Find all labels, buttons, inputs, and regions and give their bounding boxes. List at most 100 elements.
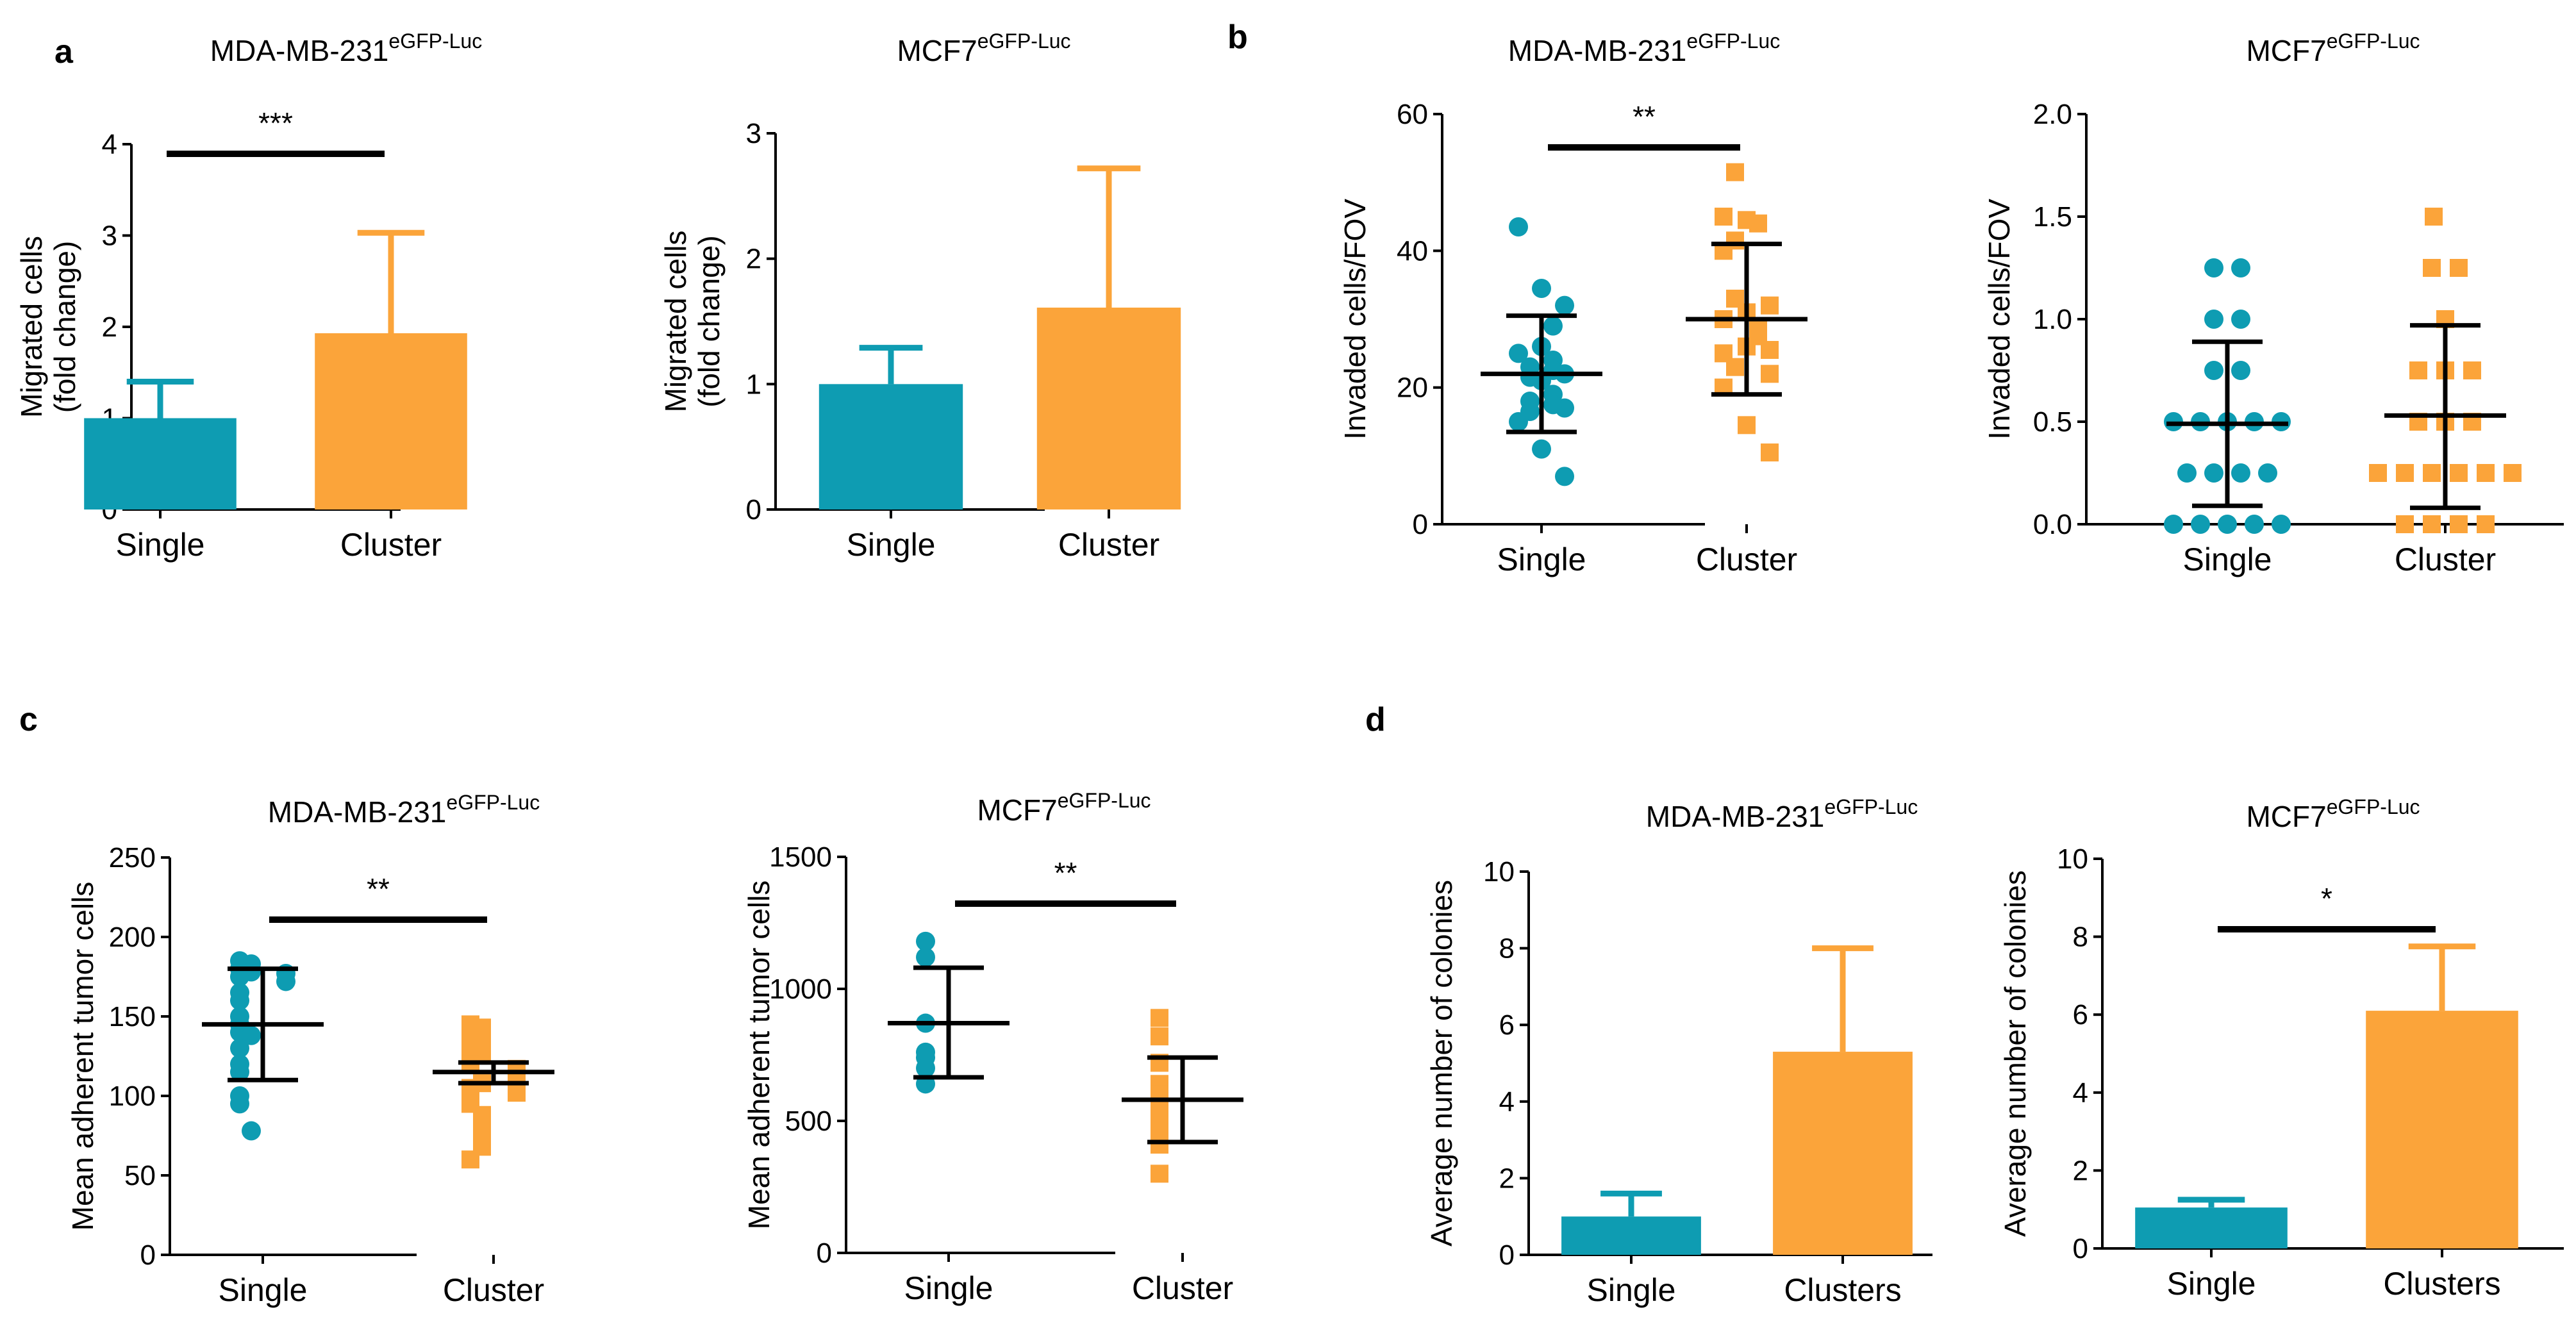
bar-single xyxy=(819,384,963,509)
panel-label-a: a xyxy=(54,33,74,70)
x-category-label: Single xyxy=(847,527,936,563)
chart-title: MDA-MB-231eGFP-Luc xyxy=(210,29,482,67)
data-point-cluster xyxy=(2423,464,2441,482)
y-tick-label: 2 xyxy=(746,244,761,275)
data-point-cluster xyxy=(1749,214,1767,233)
bar-cluster xyxy=(315,333,467,509)
y-axis-label-line: Invaded cells/FOV xyxy=(1338,199,1372,440)
y-tick-label: 150 xyxy=(109,1001,156,1032)
chart-b1: MDA-MB-231eGFP-Luc 0 20 40 60 Single Cluster In… xyxy=(1338,29,1807,577)
y-tick-label: 500 xyxy=(785,1106,832,1137)
data-point-cluster xyxy=(1151,1027,1168,1046)
data-point-cluster xyxy=(1761,341,1779,359)
data-point-single xyxy=(2204,463,2223,483)
data-point-single xyxy=(2245,515,2264,534)
data-point-single xyxy=(276,972,295,991)
y-tick-label: 0 xyxy=(817,1238,832,1269)
chart-d2: MCF7eGFP-Luc 0 2 4 6 8 10 Single Clusters Average… xyxy=(1998,795,2564,1302)
chart-title: MDA-MB-231eGFP-Luc xyxy=(268,791,540,829)
data-point-single xyxy=(2231,361,2250,380)
significance-label: ** xyxy=(1054,856,1077,890)
x-category-label: Single xyxy=(904,1270,993,1306)
data-point-single xyxy=(2231,310,2250,329)
chart-title-main: MDA-MB-231 xyxy=(268,795,447,829)
data-point-cluster xyxy=(2477,515,2495,533)
data-point-single xyxy=(2272,515,2291,534)
y-axis-label: Average number of colonies xyxy=(1425,880,1458,1247)
y-tick-label: 2 xyxy=(102,311,117,343)
data-point-cluster xyxy=(2369,464,2387,482)
chart-title-main: MDA-MB-231 xyxy=(1646,800,1825,833)
x-category-label: Single xyxy=(2167,1266,2256,1302)
chart-title-superscript: eGFP-Luc xyxy=(1058,789,1151,812)
y-tick-label: 8 xyxy=(2073,922,2088,953)
y-tick-label: 60 xyxy=(1397,99,1428,130)
chart-title-main: MCF7 xyxy=(977,793,1057,827)
y-tick-label: 3 xyxy=(102,220,117,252)
data-point-single xyxy=(1509,412,1528,431)
y-axis-label: Mean adherent tumor cells xyxy=(742,881,776,1230)
y-axis-label: Mean adherent tumor cells xyxy=(66,882,99,1231)
y-axis-label-line: Migrated cells xyxy=(659,231,692,413)
y-axis-label-line: Average number of colonies xyxy=(1425,880,1458,1247)
chart-title: MCF7eGFP-Luc xyxy=(897,29,1070,67)
data-point-cluster xyxy=(473,1106,491,1124)
chart-title: MCF7eGFP-Luc xyxy=(2246,795,2420,833)
y-axis-label-line: Mean adherent tumor cells xyxy=(66,882,99,1231)
data-point-single xyxy=(1509,344,1528,363)
y-tick-label: 1.5 xyxy=(2033,201,2072,233)
data-point-single xyxy=(230,1062,249,1082)
y-tick-label: 10 xyxy=(2057,843,2088,875)
chart-title: MDA-MB-231eGFP-Luc xyxy=(1646,795,1918,833)
data-point-cluster xyxy=(2396,464,2414,482)
data-point-cluster xyxy=(508,1084,526,1102)
y-axis-label: Average number of colonies xyxy=(1998,870,2032,1237)
data-point-single xyxy=(230,967,249,986)
data-point-cluster xyxy=(473,1122,491,1140)
y-axis-label-line: (fold change) xyxy=(48,241,81,413)
y-tick-label: 4 xyxy=(2073,1077,2088,1109)
chart-title-main: MDA-MB-231 xyxy=(1508,34,1687,67)
x-category-label: Single xyxy=(1497,542,1586,577)
data-point-cluster xyxy=(461,1150,479,1169)
data-point-cluster xyxy=(2477,464,2495,482)
x-category-label: Cluster xyxy=(340,527,442,563)
chart-c1: MDA-MB-231eGFP-Luc 0 50 100 150 200 250 Single C… xyxy=(66,791,554,1308)
data-point-cluster xyxy=(2425,208,2443,226)
chart-title: MDA-MB-231eGFP-Luc xyxy=(1508,29,1780,67)
panel-label-c: c xyxy=(19,701,38,738)
significance-label: * xyxy=(2321,882,2332,915)
data-point-cluster xyxy=(1715,208,1733,226)
chart-title-superscript: eGFP-Luc xyxy=(446,791,540,814)
data-point-single xyxy=(2204,310,2223,329)
y-tick-label: 2 xyxy=(2073,1155,2088,1186)
data-point-single xyxy=(2258,463,2277,483)
bar-single xyxy=(1561,1216,1701,1255)
chart-d1: MDA-MB-231eGFP-Luc 0 2 4 6 8 10 Single Clusters A… xyxy=(1425,795,1932,1308)
y-tick-label: 6 xyxy=(2073,999,2088,1031)
data-point-single xyxy=(242,1121,261,1141)
y-tick-label: 100 xyxy=(109,1081,156,1112)
data-point-cluster xyxy=(1151,1136,1168,1154)
data-point-single xyxy=(916,947,935,967)
x-category-label: Cluster xyxy=(2395,542,2496,577)
y-tick-label: 0 xyxy=(140,1239,156,1271)
chart-c2: MCF7eGFP-Luc 0 500 1000 1500 Single Cluster Mea… xyxy=(742,789,1243,1306)
y-tick-label: 0 xyxy=(1499,1239,1515,1271)
x-category-label: Cluster xyxy=(1132,1270,1233,1306)
data-point-single xyxy=(2191,515,2210,534)
panel-label-b: b xyxy=(1227,19,1248,56)
y-tick-label: 0 xyxy=(746,494,761,526)
chart-title-superscript: eGFP-Luc xyxy=(977,29,1071,53)
data-point-cluster xyxy=(2396,515,2414,533)
data-point-single xyxy=(230,1038,249,1058)
y-axis-label-line: Migrated cells xyxy=(15,236,48,418)
significance-label: ** xyxy=(367,872,390,906)
chart-title: MCF7eGFP-Luc xyxy=(977,789,1151,827)
x-category-label: Clusters xyxy=(1784,1272,1901,1308)
data-point-single xyxy=(1543,316,1563,336)
data-point-single xyxy=(230,1094,249,1114)
y-axis-label-line: Invaded cells/FOV xyxy=(1982,199,2016,440)
data-point-single xyxy=(1532,439,1551,459)
